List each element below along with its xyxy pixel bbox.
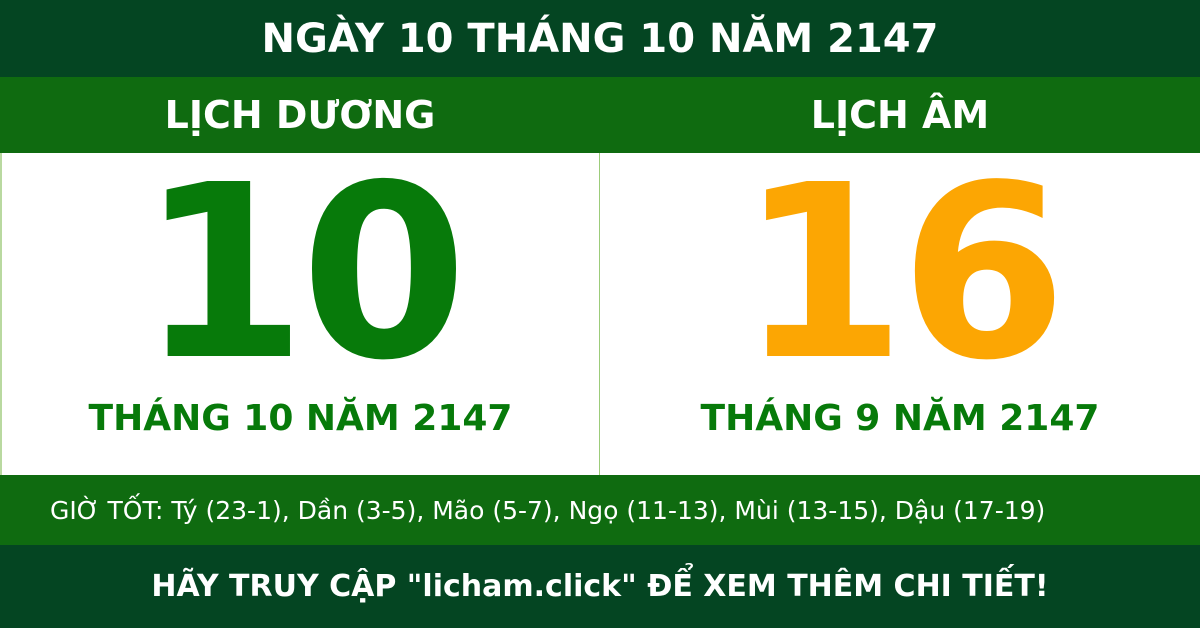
lunar-calendar-label: LỊCH ÂM bbox=[810, 93, 990, 137]
lunar-column: 16 THÁNG 9 NĂM 2147 bbox=[600, 153, 1200, 475]
solar-month-year: THÁNG 10 NĂM 2147 bbox=[88, 398, 513, 439]
good-hours: GIỜ TỐT: Tý (23-1), Dần (3-5), Mão (5-7)… bbox=[0, 475, 1200, 545]
solar-day: 10 bbox=[139, 133, 468, 413]
calendar-labels: LỊCH DƯƠNG LỊCH ÂM bbox=[0, 77, 1200, 153]
lunar-day: 16 bbox=[739, 133, 1067, 413]
solar-calendar-label: LỊCH DƯƠNG bbox=[164, 93, 436, 137]
lunar-month-year: THÁNG 9 NĂM 2147 bbox=[700, 398, 1100, 439]
calendar-body: 10 THÁNG 10 NĂM 2147 16 THÁNG 9 NĂM 2147 bbox=[0, 153, 1200, 475]
page-title: NGÀY 10 THÁNG 10 NĂM 2147 bbox=[0, 0, 1200, 77]
solar-column: 10 THÁNG 10 NĂM 2147 bbox=[0, 153, 600, 475]
footer-cta: HÃY TRUY CẬP "licham.click" ĐỂ XEM THÊM … bbox=[0, 545, 1200, 628]
